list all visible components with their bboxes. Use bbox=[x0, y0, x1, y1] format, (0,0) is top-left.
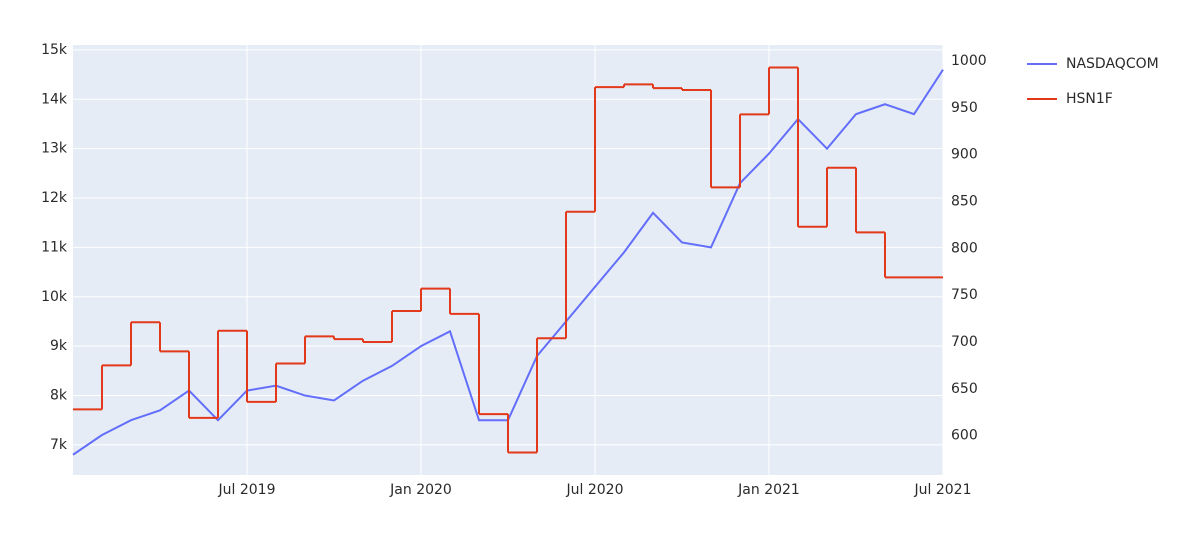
y-tick-label: 9k bbox=[50, 338, 68, 354]
y2-tick-label: 900 bbox=[951, 147, 978, 163]
x-tick-label: Jan 2020 bbox=[389, 482, 452, 498]
y-tick-label: 13k bbox=[41, 141, 68, 157]
y2-tick-label: 1000 bbox=[951, 53, 987, 69]
y-tick-label: 8k bbox=[50, 388, 68, 404]
legend-label: NASDAQCOM bbox=[1066, 56, 1159, 72]
y-tick-label: 7k bbox=[50, 437, 68, 453]
y2-tick-label: 850 bbox=[951, 193, 978, 209]
y2-tick-label: 650 bbox=[951, 381, 978, 397]
x-tick-label: Jul 2021 bbox=[914, 482, 972, 498]
x-tick-label: Jul 2020 bbox=[566, 482, 624, 498]
y-tick-label: 12k bbox=[41, 190, 68, 206]
legend-label: HSN1F bbox=[1066, 91, 1113, 107]
y-tick-label: 11k bbox=[41, 239, 68, 255]
x-tick-label: Jan 2021 bbox=[737, 482, 800, 498]
y2-tick-label: 750 bbox=[951, 287, 978, 303]
y-tick-label: 14k bbox=[41, 91, 68, 107]
y2-tick-label: 700 bbox=[951, 334, 978, 350]
y2-tick-label: 600 bbox=[951, 428, 978, 444]
x-tick-label: Jul 2019 bbox=[218, 482, 276, 498]
plot-area bbox=[73, 45, 943, 475]
y2-tick-label: 800 bbox=[951, 240, 978, 256]
y2-tick-label: 950 bbox=[951, 100, 978, 116]
y-tick-label: 10k bbox=[41, 289, 68, 305]
y-tick-label: 15k bbox=[41, 42, 68, 58]
